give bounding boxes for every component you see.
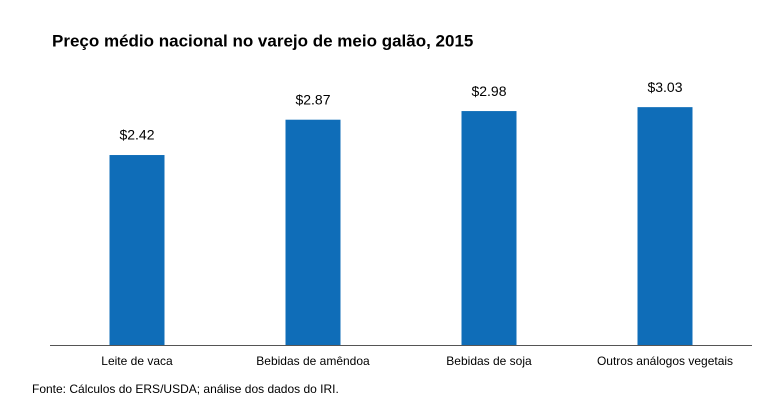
chart-title: Preço médio nacional no varejo de meio g…	[52, 31, 473, 50]
bar	[109, 155, 165, 345]
x-tick-label: Bebidas de soja	[446, 354, 532, 368]
x-tick-label: Leite de vaca	[101, 354, 173, 368]
value-label: $2.42	[119, 127, 154, 143]
value-label: $2.87	[295, 91, 330, 107]
value-label: $2.98	[471, 83, 506, 99]
bar	[637, 107, 693, 346]
source-note: Fonte: Cálculos do ERS/USDA; análise dos…	[32, 382, 339, 396]
bar	[461, 111, 517, 345]
value-label: $3.03	[647, 79, 682, 95]
x-tick-label: Outros análogos vegetais	[597, 354, 733, 368]
bar	[285, 119, 341, 345]
x-tick-label: Bebidas de amêndoa	[256, 354, 370, 368]
